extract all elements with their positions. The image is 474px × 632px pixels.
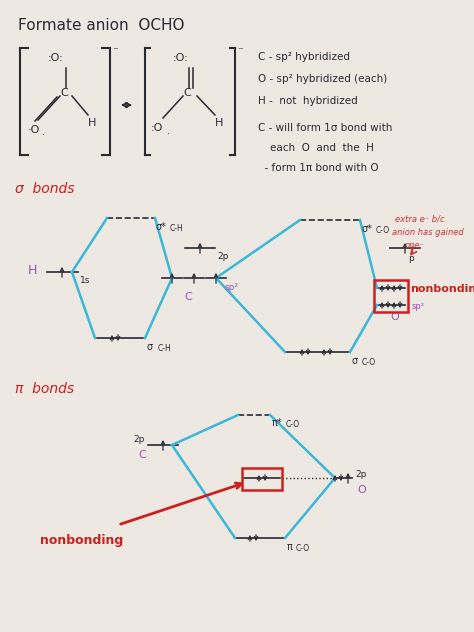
Text: C: C bbox=[184, 292, 192, 302]
Text: O - sp² hybridized (each): O - sp² hybridized (each) bbox=[258, 74, 387, 84]
Text: H: H bbox=[88, 118, 96, 128]
Text: sp²: sp² bbox=[225, 283, 239, 292]
Text: C-O: C-O bbox=[296, 544, 310, 553]
Text: C: C bbox=[183, 88, 191, 98]
Text: C: C bbox=[138, 450, 146, 460]
Text: sp²: sp² bbox=[412, 302, 425, 311]
Bar bbox=[242, 468, 282, 490]
Text: extra e⁻ b/c: extra e⁻ b/c bbox=[395, 215, 445, 224]
Text: ·: · bbox=[42, 130, 45, 140]
Text: nonbonding: nonbonding bbox=[40, 534, 123, 547]
Text: ⁻: ⁻ bbox=[168, 15, 174, 28]
Text: σ*: σ* bbox=[156, 222, 167, 232]
Text: H -  not  hybridized: H - not hybridized bbox=[258, 96, 358, 106]
Text: ⁻: ⁻ bbox=[112, 46, 118, 56]
Text: one⁻: one⁻ bbox=[405, 241, 425, 250]
Text: ⁻: ⁻ bbox=[237, 46, 243, 56]
Text: C - sp² hybridized: C - sp² hybridized bbox=[258, 52, 350, 62]
Text: π  bonds: π bonds bbox=[15, 382, 74, 396]
Bar bbox=[374, 280, 408, 312]
Text: 1s: 1s bbox=[80, 276, 91, 285]
Text: 2p: 2p bbox=[133, 435, 145, 444]
Text: ·: · bbox=[167, 129, 170, 139]
Text: each  O  and  the  H: each O and the H bbox=[270, 143, 374, 153]
Text: 2p: 2p bbox=[217, 252, 228, 261]
Text: σ: σ bbox=[352, 356, 358, 366]
Text: σ  bonds: σ bonds bbox=[15, 182, 74, 196]
Text: Formate anion  OCHO: Formate anion OCHO bbox=[18, 18, 184, 33]
Text: C: C bbox=[60, 88, 68, 98]
Text: nonbonding: nonbonding bbox=[410, 284, 474, 294]
Text: O: O bbox=[390, 312, 399, 322]
Text: H: H bbox=[215, 118, 223, 128]
Text: C-O: C-O bbox=[362, 358, 376, 367]
Text: :O:: :O: bbox=[173, 53, 189, 63]
Text: π: π bbox=[287, 542, 293, 552]
Text: - form 1π bond with O: - form 1π bond with O bbox=[258, 163, 379, 173]
Text: ·O: ·O bbox=[28, 125, 40, 135]
Text: σ*: σ* bbox=[362, 224, 373, 234]
Text: C-H: C-H bbox=[158, 344, 172, 353]
Text: H: H bbox=[28, 264, 37, 277]
Text: σ: σ bbox=[147, 342, 153, 352]
Text: O: O bbox=[357, 485, 366, 495]
Text: C - will form 1σ bond with: C - will form 1σ bond with bbox=[258, 123, 392, 133]
Text: :O:: :O: bbox=[48, 53, 64, 63]
Text: C-O: C-O bbox=[286, 420, 300, 429]
Text: p: p bbox=[408, 254, 414, 263]
Text: π*: π* bbox=[272, 418, 283, 428]
Text: anion has gained: anion has gained bbox=[392, 228, 464, 237]
Text: :O: :O bbox=[151, 123, 164, 133]
Text: 2p: 2p bbox=[355, 470, 366, 479]
Text: C-H: C-H bbox=[170, 224, 184, 233]
Text: C-O: C-O bbox=[376, 226, 390, 235]
